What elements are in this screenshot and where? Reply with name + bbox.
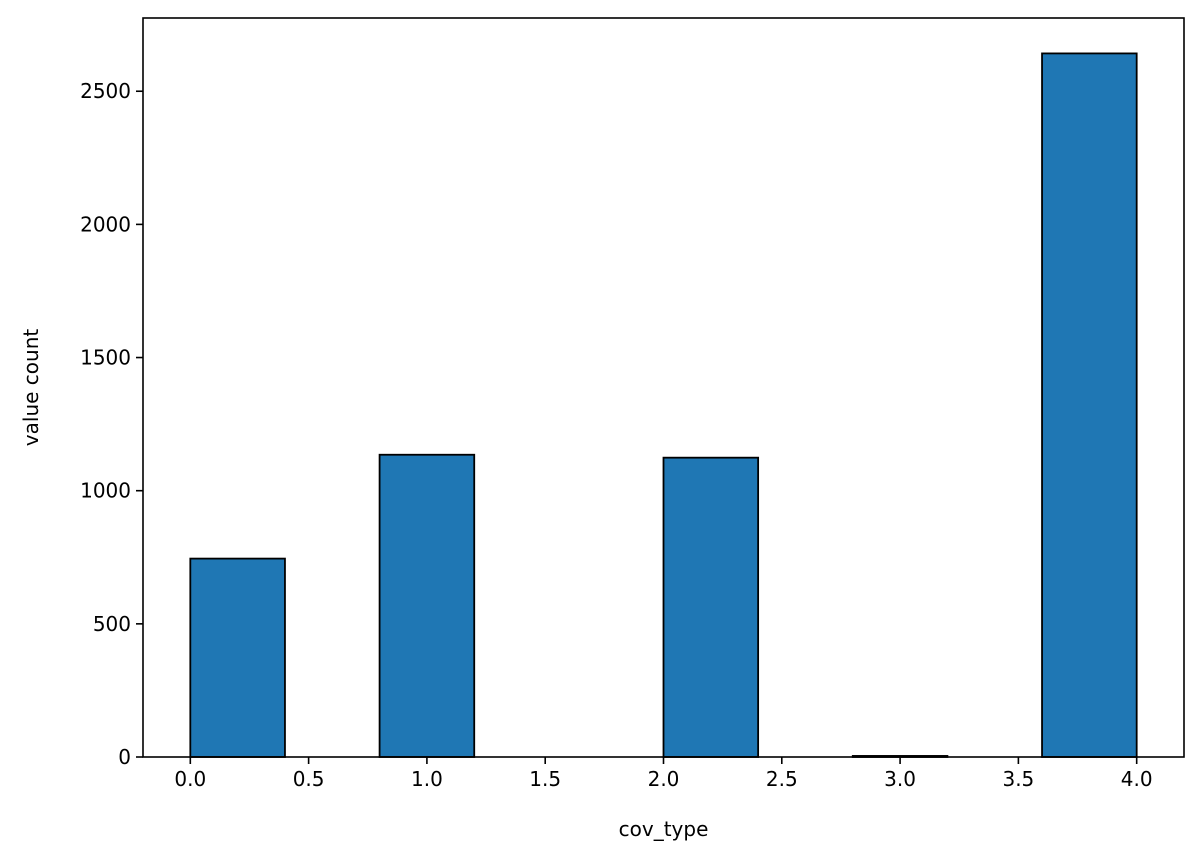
x-tick-label-7: 3.5	[1002, 767, 1034, 791]
y-tick-label-3: 1500	[80, 346, 131, 370]
x-axis-label: cov_type	[619, 817, 709, 841]
x-tick-label-1: 0.5	[293, 767, 325, 791]
y-tick-label-1: 500	[93, 612, 131, 636]
x-tick-label-4: 2.0	[648, 767, 680, 791]
x-tick-label-6: 3.0	[884, 767, 916, 791]
histogram-bar-9	[1041, 52, 1138, 758]
x-tick-label-8: 4.0	[1121, 767, 1153, 791]
x-tick-label-3: 1.5	[529, 767, 561, 791]
y-tick-label-4: 2000	[80, 212, 131, 236]
x-axis-ticks: 0.0 0.5 1.0 1.5 2.0 2.5 3.0 3.5 4.0	[174, 757, 1153, 791]
bars-group	[189, 52, 1138, 758]
y-tick-label-5: 2500	[80, 79, 131, 103]
y-axis-ticks: 0 500 1000 1500 2000 2500	[80, 79, 143, 769]
histogram-bar-2	[378, 453, 476, 758]
histogram-bar-5	[662, 456, 760, 758]
x-tick-label-2: 1.0	[411, 767, 443, 791]
y-axis-label: value count	[19, 329, 43, 447]
histogram-bar-0	[189, 557, 286, 758]
y-tick-label-2: 1000	[80, 479, 131, 503]
x-tick-label-5: 2.5	[766, 767, 798, 791]
x-tick-label-0: 0.0	[174, 767, 206, 791]
y-tick-label-0: 0	[118, 745, 131, 769]
